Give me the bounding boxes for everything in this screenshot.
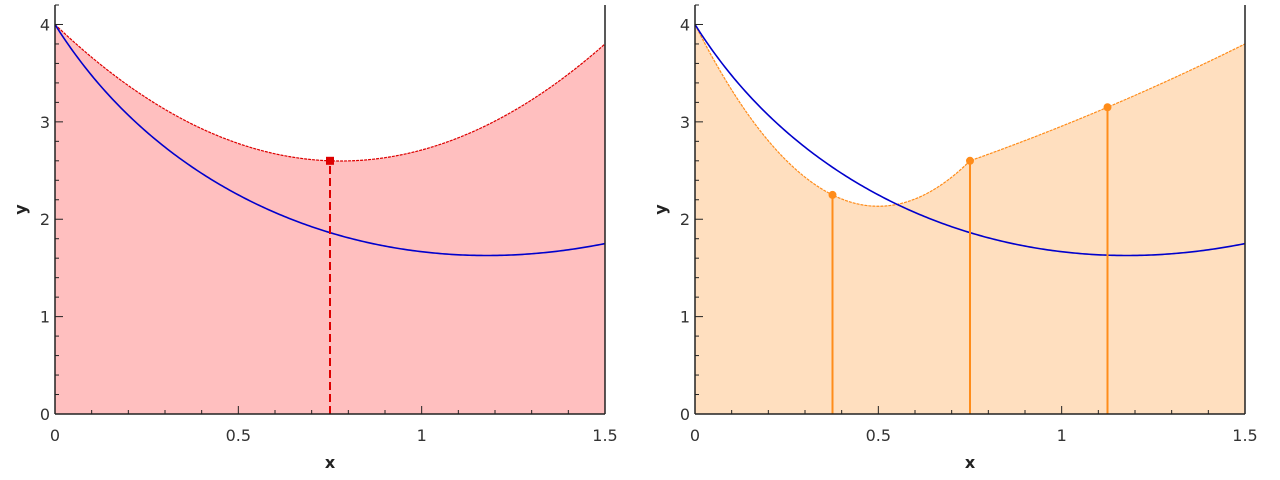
node-marker-0: [326, 156, 334, 165]
node-marker-1: [966, 156, 974, 165]
y-tick-label: 1: [40, 308, 50, 327]
right-chart: 0 0.5 1 1.5 0 1 2 3 4 x y: [651, 4, 1258, 472]
x-tick-label: 1: [417, 426, 427, 445]
y-tick-label: 3: [40, 113, 50, 132]
y-axis-title: y: [651, 204, 670, 215]
node-marker-2: [1103, 103, 1112, 112]
y-tick-label: 1: [680, 308, 690, 327]
y-tick-label: 2: [40, 210, 50, 229]
y-tick-label: 3: [680, 113, 690, 132]
x-tick-label: 0: [50, 426, 60, 445]
x-axis-title: x: [965, 453, 976, 472]
x-tick-label: 1.5: [592, 426, 617, 445]
y-tick-label: 0: [680, 405, 690, 424]
left-chart: 0 0.5 1 1.5 0 1 2 3 4 x y: [11, 4, 618, 472]
y-tick-label: 0: [40, 405, 50, 424]
y-tick-label: 4: [40, 15, 50, 34]
x-tick-label: 0.5: [866, 426, 891, 445]
x-tick-label: 0.5: [226, 426, 251, 445]
y-tick-label: 2: [680, 210, 690, 229]
y-tick-label: 4: [680, 15, 690, 34]
y-axis-title: y: [11, 204, 30, 215]
node-marker-0: [828, 190, 837, 199]
x-tick-label: 1: [1057, 426, 1067, 445]
x-tick-label: 0: [690, 426, 700, 445]
x-axis-title: x: [325, 453, 336, 472]
x-tick-label: 1.5: [1232, 426, 1257, 445]
